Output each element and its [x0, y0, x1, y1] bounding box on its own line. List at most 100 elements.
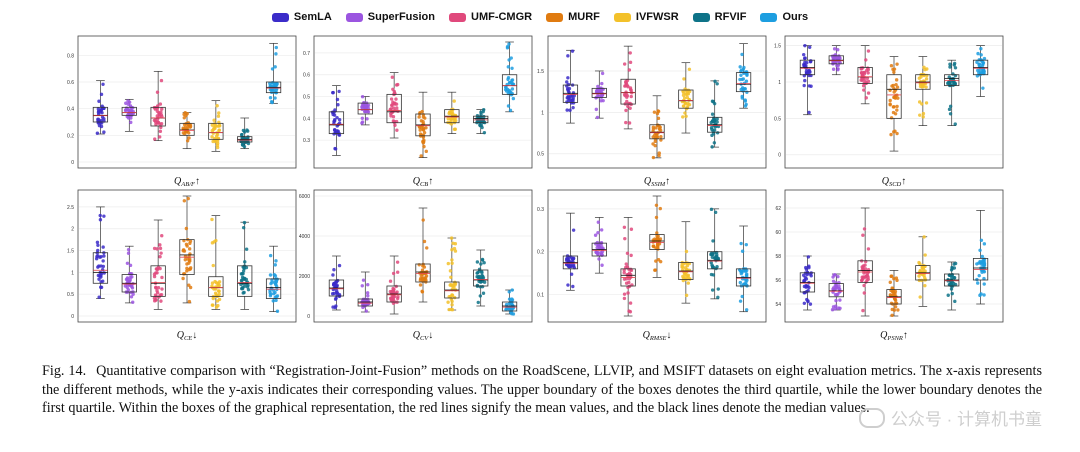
y-tick-label: 6000 — [299, 194, 310, 200]
data-point — [651, 244, 656, 248]
data-point — [158, 102, 163, 106]
data-point — [628, 101, 632, 106]
box-semla — [562, 49, 579, 124]
data-point — [710, 145, 714, 149]
data-point — [210, 135, 214, 139]
box-iqr — [328, 111, 345, 135]
data-point — [738, 299, 743, 303]
data-point — [479, 262, 483, 266]
data-point — [217, 128, 222, 132]
box-iqr — [828, 283, 844, 298]
data-point — [977, 62, 981, 67]
data-point — [682, 104, 686, 108]
data-point — [836, 48, 840, 52]
data-point — [653, 238, 657, 243]
legend-label: UMF-CMGR — [471, 11, 533, 23]
data-point — [450, 303, 454, 307]
data-point — [508, 108, 513, 113]
data-point — [947, 81, 952, 85]
data-point — [391, 286, 395, 291]
data-point — [395, 270, 400, 274]
box-iqr — [92, 106, 109, 123]
data-point — [186, 196, 190, 201]
data-point — [364, 309, 368, 313]
data-point — [687, 102, 692, 107]
data-point — [360, 120, 365, 124]
data-point — [448, 117, 453, 121]
data-point — [864, 58, 868, 62]
data-point — [738, 280, 743, 285]
data-point — [99, 273, 103, 278]
data-point — [366, 283, 370, 287]
data-point — [125, 277, 129, 281]
data-point — [217, 123, 222, 127]
box-ours — [501, 41, 518, 113]
data-point — [212, 118, 216, 122]
data-point — [274, 298, 278, 303]
data-point — [336, 103, 340, 107]
data-point — [482, 261, 486, 265]
data-point — [656, 116, 661, 121]
legend-item-umf-cmgr: UMF-CMGR — [449, 11, 532, 23]
data-point — [158, 135, 162, 139]
data-point — [832, 47, 837, 51]
data-point — [243, 276, 247, 281]
data-point — [421, 218, 425, 222]
data-point — [152, 272, 157, 276]
data-point — [155, 109, 160, 113]
panel-3: 0 0.5 1 1.5 QSCD↑ — [774, 35, 1004, 188]
data-point — [476, 275, 480, 279]
data-point — [593, 233, 598, 237]
data-point — [450, 248, 454, 252]
data-point — [895, 131, 899, 136]
metric-label: QCE↓ — [177, 330, 198, 342]
data-point — [187, 267, 191, 272]
data-point — [920, 278, 924, 283]
data-point — [624, 108, 628, 113]
y-tick-label: 62 — [775, 206, 781, 212]
data-point — [391, 290, 396, 295]
data-point — [269, 281, 273, 286]
y-tick-label: 2 — [71, 227, 74, 233]
data-point — [739, 73, 743, 77]
data-point — [741, 89, 745, 93]
data-point — [978, 68, 982, 72]
data-point — [683, 111, 687, 115]
data-point — [448, 269, 453, 273]
data-point — [188, 285, 193, 290]
data-point — [155, 120, 160, 124]
watermark: 公众号 · 计算机书童 — [858, 405, 1042, 430]
data-point — [628, 51, 632, 55]
data-point — [624, 80, 628, 84]
data-point — [421, 135, 426, 139]
data-point — [452, 119, 456, 123]
data-point — [481, 109, 485, 114]
legend-item-ours: Ours — [760, 11, 808, 23]
data-point — [686, 281, 691, 285]
data-point — [450, 261, 454, 265]
data-point — [804, 283, 808, 288]
box-superfusion — [121, 245, 137, 304]
data-point — [96, 248, 100, 253]
data-point — [624, 265, 628, 270]
data-point — [596, 231, 600, 235]
data-point — [862, 291, 867, 295]
data-point — [268, 96, 273, 100]
data-point — [743, 99, 748, 103]
data-point — [216, 141, 220, 146]
data-point — [96, 117, 101, 122]
data-point — [507, 58, 511, 62]
data-point — [449, 282, 453, 287]
data-point — [182, 116, 186, 120]
data-point — [975, 60, 979, 64]
data-point — [273, 290, 277, 295]
data-point — [953, 261, 958, 266]
data-point — [866, 71, 870, 75]
data-point — [243, 260, 247, 264]
box-semla — [92, 80, 109, 135]
data-point — [953, 66, 958, 70]
box-iqr — [265, 278, 282, 299]
data-point — [807, 285, 811, 290]
data-point — [862, 283, 866, 288]
data-point — [159, 299, 163, 303]
